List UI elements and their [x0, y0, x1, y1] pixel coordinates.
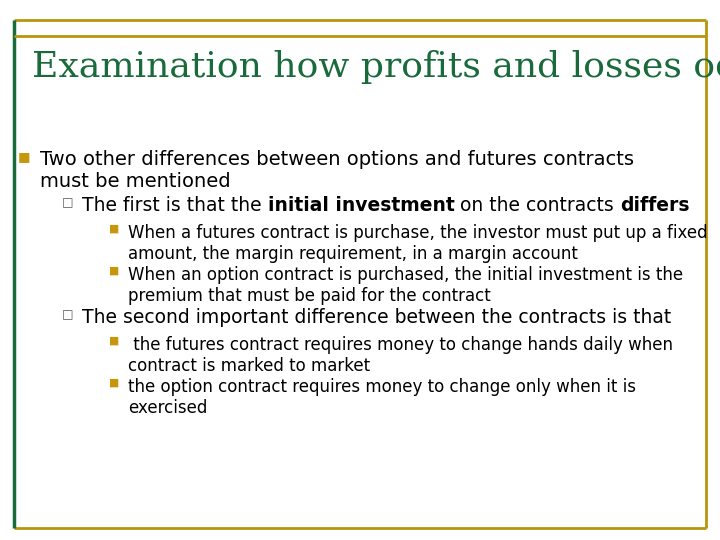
- Text: the futures contract requires money to change hands daily when
contract is marke: the futures contract requires money to c…: [128, 336, 673, 375]
- Text: When a futures contract is purchase, the investor must put up a fixed
amount, th: When a futures contract is purchase, the…: [128, 224, 708, 263]
- Text: the option contract requires money to change only when it is
exercised: the option contract requires money to ch…: [128, 378, 636, 417]
- Text: ■: ■: [108, 378, 118, 388]
- Text: When an option contract is purchased, the initial investment is the
premium that: When an option contract is purchased, th…: [128, 266, 683, 305]
- Text: The first is that the: The first is that the: [82, 196, 268, 215]
- Text: on the contracts: on the contracts: [454, 196, 620, 215]
- Text: □: □: [62, 196, 73, 209]
- Text: The second important difference between the contracts is that: The second important difference between …: [82, 308, 671, 327]
- Text: Examination how profits and losses occur: Examination how profits and losses occur: [32, 50, 720, 84]
- Text: initial investment: initial investment: [268, 196, 454, 215]
- Text: Two other differences between options and futures contracts
must be mentioned: Two other differences between options an…: [40, 150, 634, 191]
- Text: differs: differs: [620, 196, 690, 215]
- Text: ■: ■: [108, 224, 118, 234]
- Text: ■: ■: [18, 150, 30, 163]
- Text: ■: ■: [108, 336, 118, 346]
- Text: ■: ■: [108, 266, 118, 276]
- Text: □: □: [62, 308, 73, 321]
